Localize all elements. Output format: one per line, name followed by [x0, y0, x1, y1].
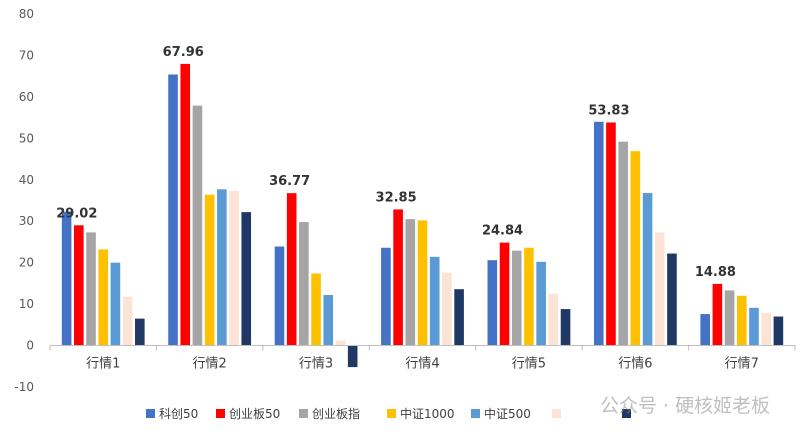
data-label: 24.84: [482, 224, 523, 239]
category-label: 行情7: [725, 357, 759, 372]
y-tick-label: -10: [14, 380, 34, 394]
bar: [180, 63, 191, 346]
y-tick-label: 70: [19, 48, 34, 62]
bar: [548, 293, 559, 346]
bar: [654, 232, 665, 346]
bar: [536, 261, 546, 346]
bar: [560, 309, 571, 346]
legend-swatch: [146, 409, 155, 418]
legend-label: 创业板指: [312, 406, 360, 421]
bar: [761, 312, 771, 346]
bar: [311, 273, 321, 346]
legend-swatch: [622, 409, 631, 418]
data-label: 32.85: [376, 190, 417, 205]
bar: [712, 283, 723, 346]
bar: [122, 296, 133, 346]
bar: [323, 294, 334, 346]
bar: [381, 247, 391, 346]
bar: [630, 151, 641, 346]
bar: [618, 141, 628, 346]
data-label: 14.88: [695, 265, 736, 280]
bar: [98, 249, 109, 346]
bar: [192, 105, 203, 346]
bar: [110, 262, 121, 346]
bar: [454, 289, 464, 346]
legend-swatch: [471, 409, 480, 418]
legend-swatch: [216, 409, 225, 418]
category-label: 行情6: [618, 357, 652, 372]
bar: [511, 250, 522, 346]
bar: [335, 340, 346, 346]
bar: [299, 222, 309, 346]
legend-swatch: [387, 409, 396, 418]
bar: [724, 290, 735, 346]
bar: [429, 256, 440, 346]
bar: [524, 247, 534, 346]
y-tick-label: 80: [19, 7, 34, 21]
bar: [204, 194, 215, 346]
bar: [168, 74, 178, 346]
bar: [229, 190, 239, 346]
bars: [61, 63, 784, 368]
data-labels: 29.02 67.96 36.77 32.85 24.84 53.83 14.88: [56, 45, 736, 280]
bar: [773, 316, 784, 346]
bar: [86, 232, 96, 346]
bar: [667, 253, 677, 346]
bar: [487, 260, 498, 346]
bar: [749, 307, 759, 346]
y-tick-label: 60: [19, 90, 34, 104]
y-tick-label: 20: [19, 256, 34, 270]
bar: [499, 242, 510, 346]
data-label: 36.77: [269, 174, 310, 189]
bar: [286, 193, 297, 346]
legend-swatch: [299, 409, 308, 418]
y-tick-label: 10: [19, 297, 34, 311]
x-axis: 行情1 行情2 行情3 行情4 行情5 行情6 行情7: [49, 345, 796, 372]
bar: [241, 212, 252, 346]
legend: 科创50 创业板50 创业板指 中证1000 中证500: [146, 406, 631, 421]
bar: [442, 272, 452, 346]
category-label: 行情3: [299, 357, 333, 372]
category-label: 行情4: [405, 357, 439, 372]
category-label: 行情5: [512, 357, 546, 372]
legend-swatch: [552, 409, 561, 418]
data-label: 53.83: [588, 103, 629, 118]
category-label: 行情2: [193, 357, 227, 372]
legend-label: 中证500: [484, 406, 531, 421]
y-tick-label: 30: [19, 214, 34, 228]
bar: [74, 225, 84, 346]
bar: [61, 211, 72, 346]
y-tick-label: 50: [19, 131, 34, 145]
bar: [642, 193, 653, 346]
watermark-text: 公众号 · 硬核姬老板: [600, 395, 770, 417]
bar: [274, 246, 285, 346]
y-tick-label: 40: [19, 173, 34, 187]
y-tick-label: 0: [26, 339, 34, 353]
bar: [217, 189, 227, 346]
category-label: 行情1: [86, 357, 120, 372]
y-axis: 80 70 60 50 40 30 20 10 0 -10: [14, 7, 34, 394]
bar: [135, 318, 145, 346]
bar: [700, 314, 710, 346]
data-label: 29.02: [56, 206, 97, 221]
bar: [405, 219, 416, 346]
bar: [606, 122, 616, 346]
bar: [593, 121, 604, 346]
bar: [347, 345, 358, 368]
legend-label: 科创50: [159, 407, 198, 421]
bar: [736, 295, 747, 346]
legend-label: 中证1000: [400, 406, 455, 421]
bar: [393, 209, 403, 346]
data-label: 67.96: [163, 45, 204, 60]
bar: [417, 220, 428, 346]
legend-label: 创业板50: [229, 407, 280, 421]
